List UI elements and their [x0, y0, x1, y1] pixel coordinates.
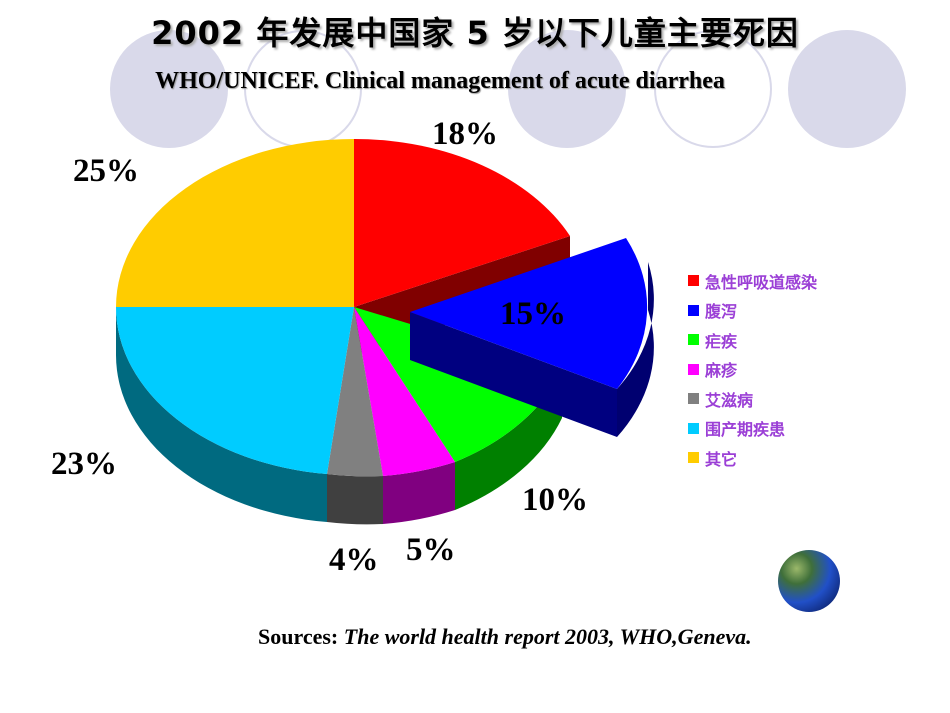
legend-item: 急性呼吸道感染: [688, 266, 817, 296]
sources-text: The world health report 2003, WHO,Geneva…: [343, 624, 752, 649]
legend-swatch: [688, 452, 699, 464]
decorative-circle: [110, 30, 228, 148]
chart-title: 2002 年发展中国家 5 岁以下儿童主要死因: [151, 14, 799, 52]
label-malaria: 10%: [522, 482, 588, 518]
decorative-circle: [508, 30, 626, 148]
label-diarrhea: 15%: [500, 296, 566, 332]
slice-side-perinatal: [115, 307, 327, 522]
label-resp: 18%: [432, 116, 498, 152]
legend-label: 疟疾: [705, 331, 738, 351]
decorative-ring: [654, 30, 772, 148]
legend-swatch: [688, 304, 699, 316]
chart-legend: 急性呼吸道感染 腹泻 疟疾 麻疹 艾滋病 围产期疾患 其它: [688, 266, 817, 473]
label-perinatal: 23%: [51, 446, 117, 482]
label-measles: 5%: [406, 532, 456, 568]
slice-side-measles: [383, 462, 455, 524]
slice-malaria: [354, 307, 562, 462]
sources-label: Sources:: [258, 624, 339, 649]
slice-other: [116, 139, 354, 307]
chart-subtitle: WHO/UNICEF. Clinical management of acute…: [155, 68, 725, 94]
legend-swatch: [688, 275, 699, 287]
slice-side-aids: [327, 474, 383, 525]
legend-item: 腹泻: [688, 296, 817, 326]
legend-label: 腹泻: [705, 302, 738, 322]
label-other: 25%: [73, 153, 139, 189]
legend-item: 艾滋病: [688, 384, 817, 414]
slice-measles: [354, 307, 455, 476]
legend-label: 艾滋病: [705, 390, 754, 410]
legend-item: 麻疹: [688, 355, 817, 385]
legend-label: 麻疹: [705, 361, 738, 381]
sources-note: Sources: The world health report 2003, W…: [258, 624, 752, 650]
slice-aids: [327, 307, 383, 477]
legend-swatch: [688, 393, 699, 405]
legend-swatch: [688, 363, 699, 375]
legend-swatch: [688, 422, 699, 434]
slice-diarrhea: [410, 238, 648, 389]
legend-item: 其它: [688, 443, 817, 473]
legend-item: 围产期疾患: [688, 414, 817, 444]
globe-icon: [778, 550, 840, 612]
legend-item: 疟疾: [688, 325, 817, 355]
legend-label: 围产期疾患: [705, 420, 786, 440]
decorative-circle: [788, 30, 906, 148]
legend-label: 其它: [705, 449, 738, 469]
slice-perinatal: [115, 307, 355, 474]
slice-side-malaria: [455, 370, 562, 510]
slice-side-diarrhea-outer: [617, 262, 654, 437]
legend-swatch: [688, 334, 699, 346]
legend-label: 急性呼吸道感染: [705, 272, 818, 292]
label-aids: 4%: [329, 542, 379, 578]
slice-side-diarrhea: [410, 312, 617, 437]
slice-resp: [354, 138, 570, 307]
